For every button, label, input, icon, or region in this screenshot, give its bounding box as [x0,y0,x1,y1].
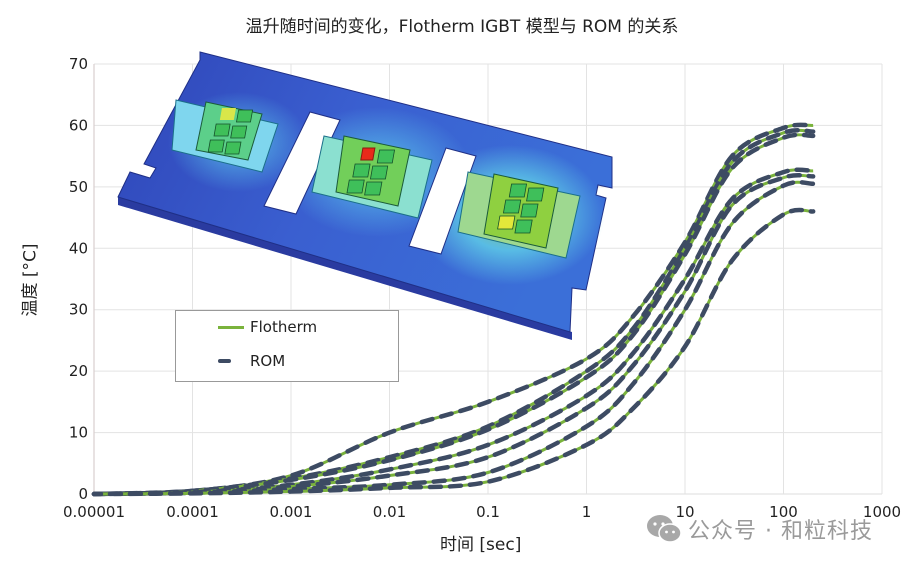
y-axis-label: 温度 [°C] [20,243,41,317]
y-tick-label: 60 [69,116,88,134]
x-tick-label: 0.01 [373,503,406,521]
rom-dashed-line [91,167,816,497]
legend-item-rom: ROM [218,352,285,370]
rom-dashed-line [91,132,816,497]
x-tick-label: 100 [769,503,798,521]
thermal-render-inset [117,51,613,340]
hotspot-die [360,147,376,161]
chart-title: 温升随时间的变化，Flotherm IGBT 模型与 ROM 的关系 [245,17,679,37]
watermark-text: 公众号 · 和粒科技 [688,519,873,544]
wechat-icon [647,515,682,543]
x-tick-label: 0.001 [270,503,313,521]
x-tick-label: 1000 [863,503,901,521]
x-axis-ticks: 0.00001 0.0001 0.001 0.01 0.1 1 10 100 1000 [63,503,901,521]
cutout-1 [263,111,341,215]
y-tick-label: 70 [69,55,88,73]
x-tick-label: 1 [582,503,592,521]
series-lines [91,122,816,497]
x-tick-label: 0.00001 [63,503,125,521]
y-tick-label: 0 [78,485,88,503]
cutout-2 [408,147,477,255]
x-tick-label: 0.0001 [166,503,219,521]
y-tick-label: 20 [69,362,88,380]
x-tick-label: 0.1 [476,503,500,521]
y-tick-label: 50 [69,178,88,196]
y-tick-label: 30 [69,301,88,319]
dash-swatch-icon [218,359,231,363]
y-tick-label: 10 [69,424,88,442]
x-tick-label: 10 [675,503,694,521]
x-axis-label: 时间 [sec] [440,535,522,555]
y-axis-ticks: 0 10 20 30 40 50 60 70 [69,55,88,503]
legend-label-rom: ROM [250,352,286,370]
legend-item-flotherm: Flotherm [218,318,317,336]
watermark: 公众号 · 和粒科技 [646,513,873,545]
legend-label-flotherm: Flotherm [250,318,318,336]
solid-line-swatch-icon [218,325,244,329]
rom-dashed-line [91,207,816,497]
y-tick-label: 40 [69,239,88,257]
legend: Flotherm ROM [175,310,399,382]
